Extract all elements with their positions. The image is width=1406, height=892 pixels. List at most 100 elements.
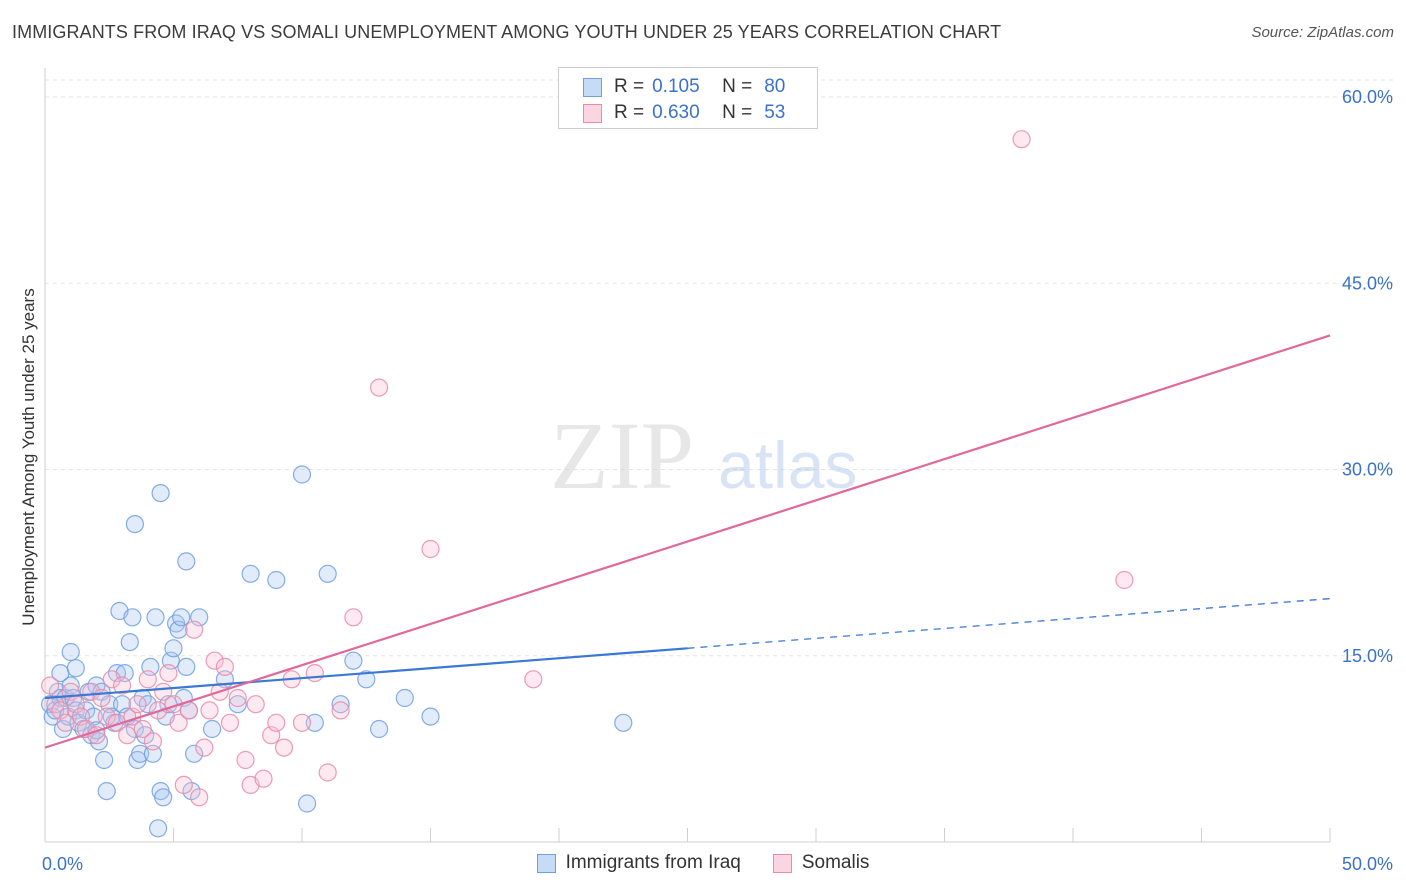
data-point-blue: [395, 688, 414, 708]
data-point-pink: [87, 726, 106, 745]
y-tick-label: 45.0%: [1342, 273, 1393, 293]
data-point-pink: [1115, 570, 1134, 590]
trendline-iraq-extension: [687, 597, 1331, 649]
legend-r-label: R =: [614, 76, 645, 97]
x-tick-label: 0.0%: [42, 854, 83, 874]
series-legend: Immigrants from Iraq Somalis: [0, 852, 1406, 874]
data-point-blue: [164, 639, 183, 658]
data-point-pink: [190, 788, 209, 807]
data-point-blue: [143, 744, 162, 763]
watermark-zip: ZIP: [550, 402, 694, 509]
data-point-blue: [344, 651, 363, 670]
data-point-pink: [102, 670, 121, 689]
data-point-pink: [185, 620, 204, 639]
y-tick-label: 15.0%: [1342, 646, 1393, 666]
data-point-blue: [318, 564, 337, 583]
y-axis-label: Unemployment Among Youth under 25 years: [19, 288, 38, 625]
data-point-blue: [421, 707, 440, 726]
data-point-pink: [174, 775, 193, 795]
data-point-pink: [159, 663, 178, 683]
data-point-pink: [292, 713, 312, 732]
data-point-pink: [246, 695, 265, 714]
data-point-blue: [292, 465, 312, 484]
data-point-blue: [123, 608, 142, 627]
y-tick-label: 60.0%: [1342, 87, 1393, 107]
data-point-pink: [128, 695, 147, 714]
legend-row-somalis: R = 0.630 N = 53: [583, 101, 786, 125]
data-point-blue: [125, 514, 144, 534]
data-point-pink: [112, 676, 132, 695]
data-point-pink: [1012, 130, 1031, 149]
data-point-blue: [131, 744, 150, 763]
data-point-blue: [228, 695, 247, 714]
tick-labels: 15.0% 30.0% 45.0% 60.0% 0.0% 50.0%: [42, 87, 1393, 874]
trendline-somalis: [44, 334, 1331, 749]
data-point-pink: [305, 663, 324, 683]
chart-title: IMMIGRANTS FROM IRAQ VS SOMALI UNEMPLOYM…: [12, 22, 1002, 42]
data-point-pink: [97, 707, 116, 726]
data-point-blue: [203, 719, 222, 739]
data-point-blue: [177, 657, 196, 677]
data-point-pink: [267, 713, 286, 732]
data-point-blue: [120, 632, 139, 652]
data-point-blue: [61, 642, 80, 662]
data-point-blue: [138, 695, 157, 714]
data-point-blue: [154, 788, 173, 807]
data-point-blue: [172, 608, 191, 627]
legend-swatch-pink: [583, 103, 602, 123]
watermark-atlas: atlas: [718, 428, 857, 502]
y-tick-label: 30.0%: [1342, 460, 1393, 480]
data-point-blue: [177, 552, 196, 571]
legend-label-iraq: Immigrants from Iraq: [565, 852, 741, 873]
data-point-pink: [254, 769, 273, 788]
data-point-pink: [118, 726, 137, 745]
data-point-blue: [267, 570, 286, 590]
legend-n-value: 53: [764, 102, 786, 123]
data-point-pink: [220, 713, 240, 732]
data-point-blue: [357, 670, 376, 689]
data-point-pink: [82, 682, 101, 701]
data-point-pink: [143, 732, 162, 751]
legend-item-somalis[interactable]: Somalis: [772, 852, 870, 874]
legend-item-iraq[interactable]: Immigrants from Iraq: [536, 852, 741, 874]
legend-n-value: 80: [764, 76, 786, 97]
data-point-blue: [149, 819, 168, 838]
legend-swatch-blue: [583, 77, 602, 97]
data-point-pink: [200, 701, 219, 720]
x-tick-label: 50.0%: [1342, 854, 1393, 874]
trendline-iraq: [44, 647, 688, 700]
data-point-blue: [97, 781, 116, 801]
data-point-pink: [133, 719, 152, 739]
data-point-pink: [169, 713, 188, 732]
data-point-pink: [215, 657, 234, 677]
legend-n-label: N =: [722, 102, 753, 123]
data-point-blue: [66, 659, 85, 678]
data-point-pink: [370, 378, 389, 397]
data-point-blue: [146, 608, 165, 627]
data-point-blue: [185, 744, 204, 763]
legend-r-value: 0.630: [652, 102, 700, 123]
trendlines: [44, 334, 1331, 749]
data-point-pink: [344, 608, 363, 627]
data-point-blue: [94, 750, 114, 770]
legend-swatch-blue: [536, 853, 556, 873]
data-point-pink: [138, 670, 157, 689]
data-point-pink: [205, 651, 224, 670]
data-point-pink: [56, 713, 75, 732]
data-point-pink: [274, 738, 294, 757]
data-point-blue: [614, 713, 633, 732]
legend-row-iraq: R = 0.105 N = 80: [583, 75, 786, 99]
data-point-pink: [318, 763, 337, 782]
data-point-pink: [421, 539, 440, 559]
legend-n-label: N =: [722, 76, 753, 97]
watermark: ZIP atlas: [550, 402, 857, 509]
data-point-blue: [331, 695, 350, 714]
correlation-legend: R = 0.105 N = 80 R = 0.630 N = 53: [558, 67, 818, 129]
data-point-blue: [298, 794, 317, 813]
legend-r-label: R =: [614, 102, 645, 123]
legend-r-value: 0.105: [652, 76, 700, 97]
data-point-pink: [40, 676, 60, 695]
legend-label-somalis: Somalis: [801, 852, 870, 873]
data-point-blue: [370, 719, 389, 739]
